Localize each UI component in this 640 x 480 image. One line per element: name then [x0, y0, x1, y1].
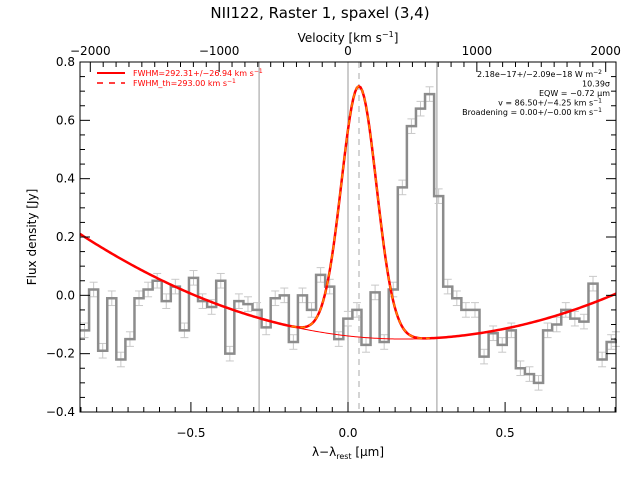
y-tick-label: −0.4: [46, 405, 75, 419]
top-tick-label: 2000: [590, 44, 621, 58]
y-tick-label: 0.8: [56, 55, 75, 69]
y-axis-label: Flux density [Jy]: [25, 189, 39, 286]
top-tick-label: −2000: [70, 44, 111, 58]
top-tick-label: −1000: [199, 44, 240, 58]
y-tick-label: 0.2: [56, 230, 75, 244]
annotation-text: 10.39σ: [582, 80, 610, 89]
plot-area: [79, 61, 620, 413]
x-tick-label: −0.5: [176, 426, 205, 440]
theoretical-fwhm-line: [291, 85, 430, 340]
annotation-text: 2.18e−17+/−2.09e−18 W m−2: [477, 69, 602, 79]
x-tick-label: 0.5: [496, 426, 515, 440]
x-axis-label: λ−λrest [μm]: [312, 445, 384, 461]
annotation-text: v = 86.50+/−4.25 km s−1: [498, 98, 602, 108]
legend-label: FWHM=292.31+/−26.94 km s−1: [133, 68, 263, 78]
annotation-text: Broadening = 0.00+/−0.00 km s−1: [462, 107, 602, 117]
y-axis-ticks: −0.4 −0.2 0.0 0.2 0.4 0.6 0.8: [46, 55, 616, 419]
spectrum-step-line: [80, 92, 617, 385]
y-tick-label: 0.6: [56, 113, 75, 127]
y-tick-label: 0.0: [56, 288, 75, 302]
x-tick-label: 0.0: [338, 426, 357, 440]
y-tick-label: 0.4: [56, 172, 75, 186]
x-axis-ticks: −0.5 0.0 0.5: [80, 402, 616, 440]
top-tick-label: 1000: [462, 44, 493, 58]
legend: FWHM=292.31+/−26.94 km s−1FWHM_th=293.00…: [97, 68, 263, 88]
top-tick-label: 0: [344, 44, 352, 58]
legend-label: FWHM_th=293.00 km s−1: [133, 78, 236, 88]
top-axis-label: Velocity [km s−1]: [298, 30, 399, 45]
chart-title: NII122, Raster 1, spaxel (3,4): [210, 4, 429, 22]
annotation-text: EQW = −0.72 μm: [539, 89, 610, 98]
top-axis-ticks: −2000 −1000 0 1000 2000: [70, 44, 621, 72]
y-tick-label: −0.2: [46, 347, 75, 361]
